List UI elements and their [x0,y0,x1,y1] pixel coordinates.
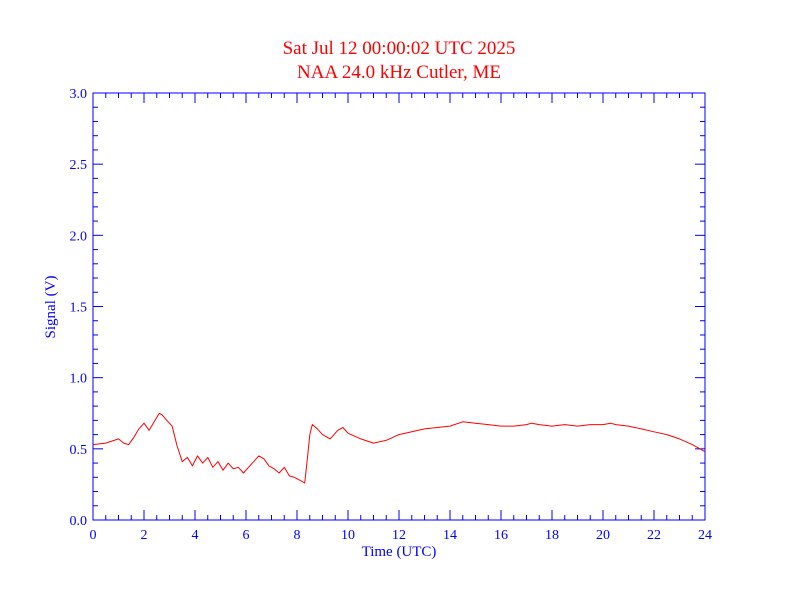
x-axis-title: Time (UTC) [362,544,437,560]
y-tick-label: 2.5 [70,158,88,173]
x-tick-label: 4 [192,528,199,543]
x-tick-label: 0 [90,528,97,543]
x-tick-label: 24 [698,528,712,543]
series-group [92,412,706,484]
x-tick-label: 22 [647,528,661,543]
x-axis-ticks: 0 2 4 6 8 10 12 14 16 18 20 22 24 [90,93,712,543]
y-axis-ticks: 0.0 0.5 1.0 1.5 2.0 2.5 3.0 [70,87,705,529]
x-tick-label: 6 [243,528,250,543]
y-tick-label: 1.0 [70,372,88,387]
x-tick-label: 20 [596,528,610,543]
x-tick-label: 2 [141,528,148,543]
x-tick-label: 14 [443,528,457,543]
y-tick-label: 2.0 [70,229,88,244]
y-tick-label: 0.5 [70,443,88,458]
series-line-0 [92,412,706,484]
y-tick-label: 0.0 [70,514,88,529]
x-tick-label: 12 [392,528,406,543]
y-tick-label: 1.5 [70,301,88,316]
x-tick-label: 16 [494,528,508,543]
y-tick-label: 3.0 [70,87,88,102]
chart-subtitle: NAA 24.0 kHz Cutler, ME [297,62,501,83]
x-tick-label: 8 [294,528,301,543]
x-tick-label: 10 [341,528,355,543]
y-axis-title: Signal (V) [43,276,59,339]
x-tick-label: 18 [545,528,559,543]
chart-title: Sat Jul 12 00:00:02 UTC 2025 [283,38,516,59]
